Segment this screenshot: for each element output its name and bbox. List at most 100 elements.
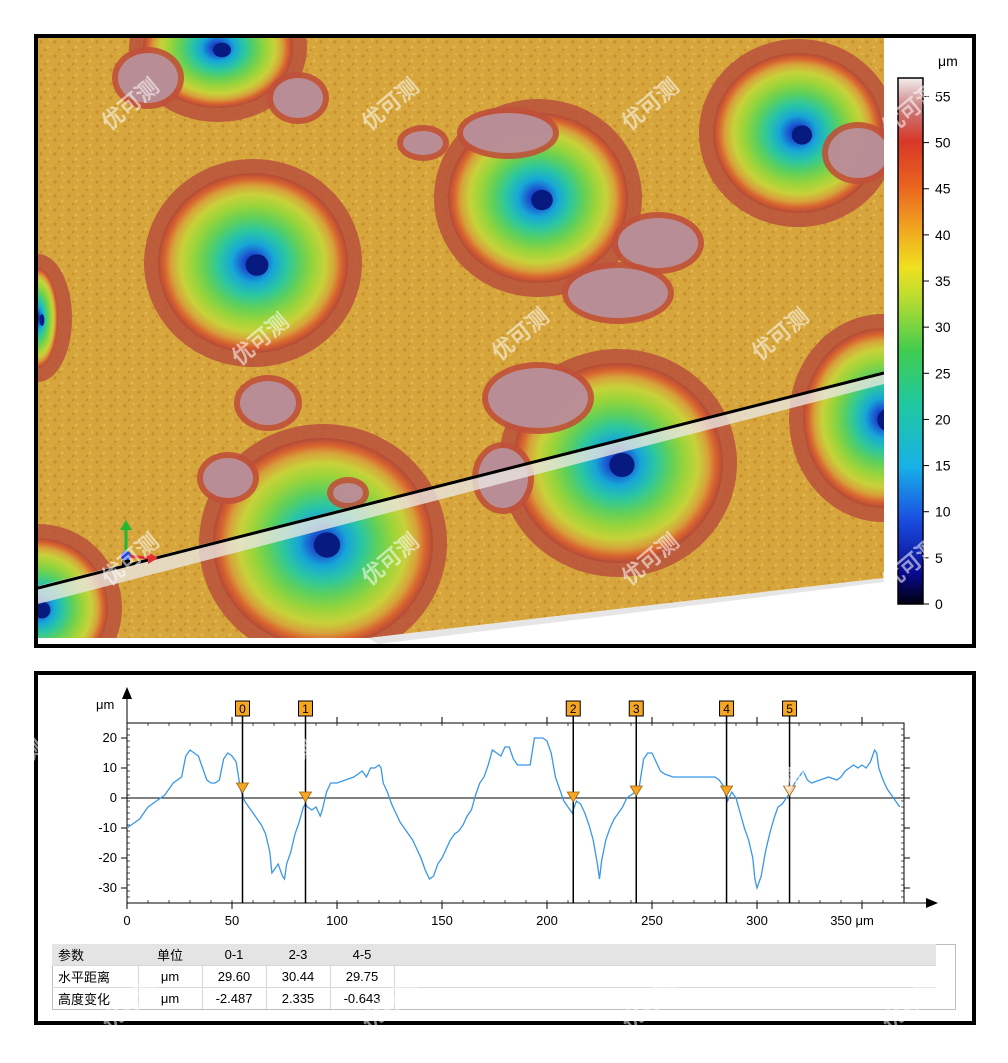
row-value: -0.643 bbox=[330, 987, 395, 1009]
row-value: 30.44 bbox=[266, 965, 331, 988]
cursor-point bbox=[782, 785, 797, 797]
base-plane-edge bbox=[368, 578, 884, 644]
header-unit: 单位 bbox=[138, 944, 202, 966]
cursor-label: 5 bbox=[786, 702, 793, 716]
cursor-marker-0[interactable]: 0 bbox=[235, 700, 250, 903]
deposit-blob-top bbox=[828, 128, 884, 178]
parameter-table: 参数 单位 0-1 2-3 4-5 水平距离 μm 29.60 30.44 29… bbox=[52, 944, 936, 1009]
cursor-marker-2[interactable]: 2 bbox=[565, 700, 581, 903]
cursor-point bbox=[298, 791, 313, 803]
deposit-blob-top bbox=[488, 368, 588, 428]
crater bbox=[199, 424, 447, 638]
row-value: -2.487 bbox=[202, 987, 267, 1009]
y-tick-label: -10 bbox=[98, 820, 117, 835]
x-tick-label: 0 bbox=[123, 913, 130, 928]
surface-3d-view: μm 0 5 10 15 20 25 30 35 40 45 50 55 bbox=[38, 38, 958, 644]
colorbar-tick-label: 55 bbox=[935, 88, 951, 104]
surface-view-panel: μm 0 5 10 15 20 25 30 35 40 45 50 55 bbox=[34, 34, 976, 648]
colorbar-tick-label: 50 bbox=[935, 135, 951, 151]
y-tick-label: 20 bbox=[103, 730, 117, 745]
y-tick-label: 10 bbox=[103, 760, 117, 775]
cursor-label: 0 bbox=[239, 702, 246, 716]
cursor-label-box bbox=[782, 700, 798, 717]
colorbar-tick-label: 35 bbox=[935, 273, 951, 289]
deposit-blob-top bbox=[203, 458, 253, 498]
header-0-1: 0-1 bbox=[202, 944, 266, 966]
cursor-label-box bbox=[298, 700, 313, 717]
x-tick-label: 200 bbox=[536, 913, 558, 928]
row-filler bbox=[394, 987, 936, 1009]
crater bbox=[789, 314, 884, 522]
row-filler bbox=[394, 965, 936, 988]
colorbar-tick-label: 20 bbox=[935, 411, 951, 427]
x-tick-label: 350 μm bbox=[830, 913, 874, 928]
cursor-label-box bbox=[719, 700, 735, 717]
colorbar-gradient bbox=[897, 77, 924, 605]
colorbar-tick-label: 5 bbox=[935, 550, 943, 566]
row-unit: μm bbox=[138, 987, 203, 1009]
deposit-blob-top bbox=[463, 113, 553, 153]
row-value: 29.60 bbox=[202, 965, 267, 988]
surface-image bbox=[38, 38, 884, 638]
crater bbox=[144, 159, 362, 367]
x-tick-label: 300 bbox=[746, 913, 768, 928]
colorbar-tick-label: 45 bbox=[935, 181, 951, 197]
table-row: 水平距离 μm 29.60 30.44 29.75 bbox=[52, 965, 936, 988]
cursor-label-box bbox=[628, 700, 644, 717]
x-tick-label: 150 bbox=[431, 913, 453, 928]
deposit-blob-top bbox=[273, 78, 323, 118]
y-tick-label: 0 bbox=[110, 790, 117, 805]
cursor-label: 1 bbox=[302, 702, 309, 716]
section-line bbox=[38, 371, 884, 590]
x-axis-arrow bbox=[926, 898, 938, 908]
cursor-point bbox=[629, 785, 643, 797]
cursor-label: 2 bbox=[570, 702, 577, 716]
colorbar-tick-label: 30 bbox=[935, 319, 951, 335]
x-tick-label: 50 bbox=[225, 913, 239, 928]
row-unit: μm bbox=[138, 965, 203, 988]
plot-frame bbox=[126, 722, 905, 904]
table-header-row: 参数 单位 0-1 2-3 4-5 bbox=[52, 944, 936, 966]
header-filler bbox=[394, 944, 936, 966]
section-plane bbox=[38, 372, 884, 604]
cursor-marker-5[interactable]: 5 bbox=[782, 700, 798, 903]
cursor-label: 4 bbox=[723, 702, 730, 716]
axis-gizmo bbox=[120, 520, 158, 565]
colorbar-tick-label: 10 bbox=[935, 504, 951, 520]
cursor-point bbox=[719, 785, 734, 797]
profile-series-line bbox=[126, 737, 901, 891]
cursor-marker-4[interactable]: 4 bbox=[719, 700, 735, 903]
crater bbox=[38, 524, 122, 638]
deposit-blob-top bbox=[618, 218, 698, 268]
row-label: 水平距离 bbox=[52, 965, 139, 988]
crater bbox=[38, 254, 72, 382]
y-tick-label: -30 bbox=[98, 880, 117, 895]
y-tick-label: -20 bbox=[98, 850, 117, 865]
x-tick-label: 250 bbox=[641, 913, 663, 928]
deposit-blob-top bbox=[118, 53, 178, 103]
header-2-3: 2-3 bbox=[266, 944, 330, 966]
cursor-point bbox=[235, 782, 250, 794]
colorbar-unit: μm bbox=[938, 53, 958, 69]
x-tick-label: 100 bbox=[326, 913, 348, 928]
profile-panel: μm 20 10 0 -10 -20 -30 0 50 100 150 200 250 300 350 μm… bbox=[34, 671, 976, 1025]
colorbar-tick-label: 0 bbox=[935, 596, 943, 612]
table-row: 高度变化 μm -2.487 2.335 -0.643 bbox=[52, 987, 936, 1009]
colorbar-tick-label: 40 bbox=[935, 227, 951, 243]
cursor-marker-1[interactable]: 1 bbox=[298, 700, 313, 903]
row-value: 29.75 bbox=[330, 965, 395, 988]
cursor-marker-3[interactable]: 3 bbox=[628, 700, 644, 903]
row-value: 2.335 bbox=[266, 987, 331, 1009]
cursor-label-box bbox=[565, 700, 581, 717]
colorbar-tick-label: 25 bbox=[935, 365, 951, 381]
deposit-blob-top bbox=[568, 268, 668, 318]
deposit-blob-top bbox=[333, 483, 363, 503]
colorbar: μm 0 5 10 15 20 25 30 35 40 45 50 55 bbox=[897, 53, 958, 612]
cursor-label-box bbox=[235, 700, 250, 717]
header-param: 参数 bbox=[52, 944, 138, 966]
y-axis-arrow bbox=[122, 687, 132, 699]
cursor-label: 3 bbox=[633, 702, 640, 716]
row-label: 高度变化 bbox=[52, 987, 139, 1009]
colorbar-tick-label: 15 bbox=[935, 458, 951, 474]
